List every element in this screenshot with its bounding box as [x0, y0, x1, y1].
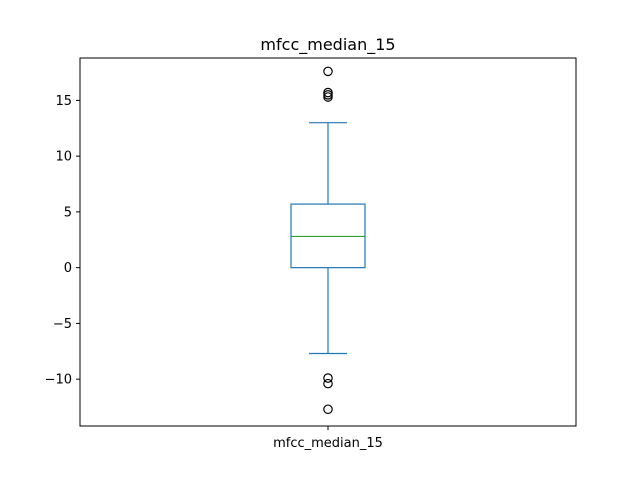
- x-axis: mfcc_median_15: [273, 426, 383, 451]
- outlier-point-5: [323, 378, 333, 389]
- chart-title: mfcc_median_15: [260, 35, 395, 55]
- y-tick-label: 10: [55, 150, 72, 165]
- y-tick-label: 5: [64, 205, 72, 220]
- outlier-point-6: [323, 404, 333, 415]
- plot-area: [290, 66, 366, 415]
- x-tick-label: mfcc_median_15: [273, 436, 383, 451]
- y-axis: −10 −5 0 5 10 15: [45, 94, 80, 388]
- y-tick-label: −10: [45, 373, 72, 388]
- axes-frame: [79, 57, 577, 427]
- outlier-point-4: [323, 373, 333, 383]
- y-tick-label: 0: [64, 261, 72, 276]
- outlier-point-3: [323, 92, 333, 102]
- y-tick-label: −5: [53, 317, 72, 332]
- y-tick-label: 15: [55, 94, 72, 109]
- outlier-point-0: [323, 66, 333, 77]
